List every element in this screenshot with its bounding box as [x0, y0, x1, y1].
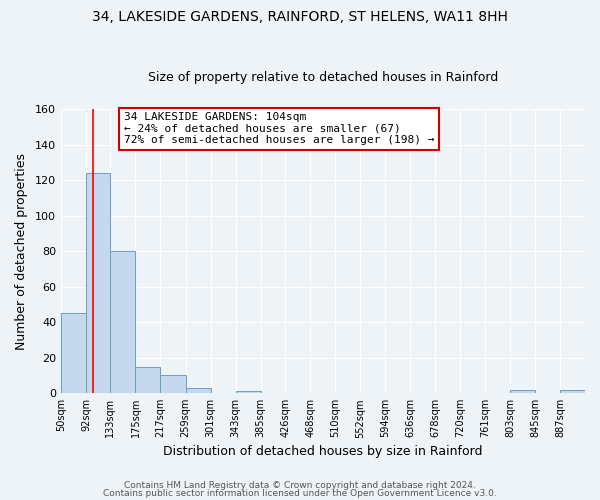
Text: Contains public sector information licensed under the Open Government Licence v3: Contains public sector information licen…: [103, 488, 497, 498]
Bar: [160, 376, 185, 393]
Bar: [61, 314, 86, 393]
Title: Size of property relative to detached houses in Rainford: Size of property relative to detached ho…: [148, 72, 498, 85]
Y-axis label: Number of detached properties: Number of detached properties: [15, 152, 28, 350]
Bar: [110, 251, 136, 393]
Bar: [560, 390, 585, 393]
Text: Contains HM Land Registry data © Crown copyright and database right 2024.: Contains HM Land Registry data © Crown c…: [124, 481, 476, 490]
Text: 34 LAKESIDE GARDENS: 104sqm
← 24% of detached houses are smaller (67)
72% of sem: 34 LAKESIDE GARDENS: 104sqm ← 24% of det…: [124, 112, 434, 146]
Bar: [185, 388, 211, 393]
Bar: [236, 392, 260, 393]
Text: 34, LAKESIDE GARDENS, RAINFORD, ST HELENS, WA11 8HH: 34, LAKESIDE GARDENS, RAINFORD, ST HELEN…: [92, 10, 508, 24]
X-axis label: Distribution of detached houses by size in Rainford: Distribution of detached houses by size …: [163, 444, 483, 458]
Bar: [510, 390, 535, 393]
Bar: [86, 173, 110, 393]
Bar: [136, 366, 160, 393]
